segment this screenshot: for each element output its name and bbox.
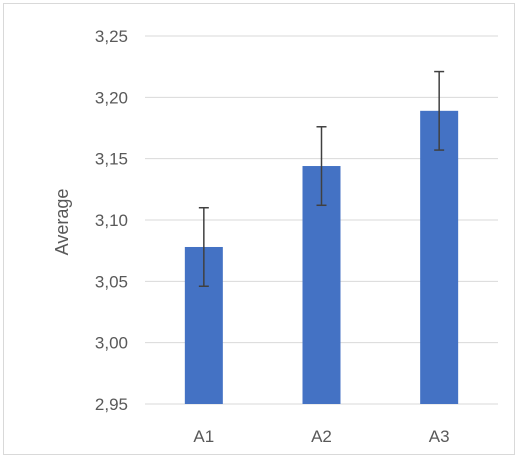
y-axis-ticks: 2,95 3,00 3,05 3,10 3,15 3,20 3,25 (95, 27, 128, 414)
y-tick-label: 3,00 (95, 334, 128, 353)
x-tick-label: A1 (193, 427, 214, 446)
y-tick-label: 2,95 (95, 395, 128, 414)
y-tick-label: 3,25 (95, 27, 128, 46)
y-tick-label: 3,05 (95, 272, 128, 291)
error-bars (198, 70, 445, 287)
y-tick-label: 3,15 (95, 150, 128, 169)
y-axis-title: Average (52, 189, 72, 256)
y-tick-label: 3,20 (95, 88, 128, 107)
x-tick-label: A2 (311, 427, 332, 446)
y-tick-label: 3,10 (95, 211, 128, 230)
x-axis-ticks: A1 A2 A3 (193, 427, 449, 446)
bar-a3 (420, 110, 459, 405)
x-tick-label: A3 (429, 427, 450, 446)
